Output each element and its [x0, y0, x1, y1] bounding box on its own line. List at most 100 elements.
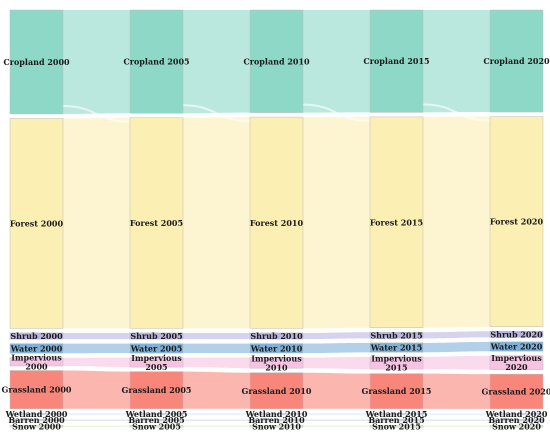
node-wetland-2020	[489, 413, 544, 416]
label-water-2010: Water 2010	[250, 343, 303, 353]
flow-grassland-2010-2015	[303, 372, 370, 409]
node-shrub-2010	[249, 332, 304, 340]
label-cropland-2020: Cropland 2020	[483, 56, 550, 66]
label-cropland-2010: Cropland 2010	[243, 56, 310, 66]
flow-snow-2000-2005	[63, 425, 130, 428]
flow-wetland-2000-2005	[63, 413, 130, 415]
node-water-2005	[129, 343, 184, 354]
flow-wetland-2010-2015	[303, 413, 370, 415]
label-forest-2005: Forest 2005	[130, 218, 183, 228]
label-shrub-2005: Shrub 2005	[130, 331, 182, 341]
node-shrub-2005	[129, 332, 184, 340]
node-snow-2000	[9, 425, 64, 428]
label-snow-2020: Snow 2020	[492, 421, 541, 431]
node-forest-2005	[129, 117, 184, 329]
node-snow-2010	[249, 425, 304, 428]
node-impervious-2000	[9, 357, 64, 367]
label-impervious-2010: Impervious 2010	[251, 353, 302, 372]
label-forest-2015: Forest 2015	[370, 217, 423, 227]
flow-shrub-2000-2005	[63, 332, 130, 340]
label-cropland-2005: Cropland 2005	[123, 57, 189, 67]
flow-grassland-2015-2020	[423, 373, 490, 409]
node-grassland-2020	[489, 373, 544, 410]
flow-barren-2005-2010	[183, 419, 250, 422]
node-forest-2000	[9, 118, 64, 329]
flow-cropland-2010-2015	[303, 10, 370, 113]
flow-forest-2000-2005	[63, 117, 130, 329]
flow-cropland-forest-2015	[422, 103, 491, 122]
label-shrub-2015: Shrub 2015	[370, 330, 422, 340]
label-barren-2020: Barren 2020	[488, 415, 545, 425]
label-grassland-2010: Grassland 2010	[242, 386, 312, 396]
node-grassland-2000	[9, 370, 64, 410]
label-water-2000: Water 2000	[10, 343, 63, 353]
label-forest-2000: Forest 2000	[10, 218, 64, 228]
label-shrub-2020: Shrub 2020	[490, 329, 543, 339]
node-grassland-2015	[369, 373, 424, 410]
node-shrub-2015	[369, 332, 424, 339]
label-barren-2000: Barren 2000	[8, 415, 65, 425]
label-grassland-2015: Grassland 2015	[362, 386, 432, 396]
node-snow-2015	[369, 425, 424, 428]
label-grassland-2005: Grassland 2005	[122, 385, 192, 395]
flow-snow-2010-2015	[303, 425, 370, 428]
label-grassland-2020: Grassland 2020	[482, 386, 550, 396]
label-wetland-2005: Wetland 2005	[125, 409, 188, 419]
flow-wetland-2015-2020	[423, 413, 490, 415]
flow-shrub-2015-2020	[423, 331, 490, 339]
label-water-2020: Water 2020	[490, 342, 543, 352]
node-cropland-2000	[9, 9, 64, 115]
node-impervious-2010	[249, 357, 304, 369]
node-wetland-2000	[9, 413, 64, 416]
node-impervious-2005	[129, 357, 184, 368]
flow-forest-2010-2015	[303, 116, 370, 329]
node-water-2000	[9, 343, 64, 354]
label-barren-2010: Barren 2010	[248, 415, 305, 425]
label-wetland-2015: Wetland 2015	[365, 409, 428, 419]
label-shrub-2010: Shrub 2010	[250, 331, 303, 341]
node-grassland-2005	[129, 371, 184, 410]
label-snow-2015: Snow 2015	[372, 421, 421, 431]
flow-water-2000-2005	[63, 343, 130, 354]
node-wetland-2005	[129, 413, 184, 416]
flow-cropland-2005-2010	[183, 10, 250, 114]
flow-links	[62, 10, 491, 428]
node-barren-2000	[9, 419, 64, 422]
label-forest-2010: Forest 2010	[250, 218, 304, 228]
label-snow-2010: Snow 2010	[252, 421, 301, 431]
label-snow-2000: Snow 2000	[12, 421, 61, 431]
label-impervious-2015: Impervious 2015	[371, 353, 422, 372]
flow-cropland-forest-2000	[62, 104, 131, 123]
flow-impervious-2000-2005	[63, 357, 130, 368]
flow-impervious-2005-2010	[183, 357, 250, 369]
flow-impervious-2010-2015	[303, 356, 370, 370]
flow-barren-2015-2020	[423, 419, 490, 422]
label-shrub-2000: Shrub 2000	[10, 331, 63, 341]
flow-water-2005-2010	[183, 343, 250, 354]
label-barren-2005: Barren 2005	[128, 415, 184, 425]
node-wetland-2015	[369, 413, 424, 416]
label-wetland-2010: Wetland 2010	[245, 409, 308, 419]
node-cropland-2020	[489, 9, 544, 113]
label-cropland-2015: Cropland 2015	[363, 56, 429, 66]
node-labels: Cropland 2000 Forest 2000 Shrub 2000 Water …	[2, 56, 550, 431]
flow-cropland-forest-2010	[302, 103, 371, 122]
node-wetland-2010	[249, 413, 304, 416]
flow-grassland-2000-2005	[63, 370, 130, 409]
label-water-2005: Water 2005	[130, 343, 183, 353]
category-nodes	[9, 9, 544, 428]
flow-water-2010-2015	[303, 342, 370, 354]
label-impervious-2000: Impervious 2000	[11, 352, 62, 371]
flow-cropland-2000-2005	[63, 10, 130, 114]
label-snow-2005: Snow 2005	[132, 421, 181, 431]
node-water-2020	[489, 341, 544, 352]
node-barren-2010	[249, 419, 304, 422]
node-barren-2005	[129, 419, 184, 422]
flow-cropland-2015-2020	[423, 10, 490, 113]
flow-barren-2010-2015	[303, 419, 370, 422]
node-snow-2005	[129, 425, 184, 428]
label-water-2015: Water 2015	[370, 343, 423, 353]
flow-shrub-2005-2010	[183, 332, 250, 340]
